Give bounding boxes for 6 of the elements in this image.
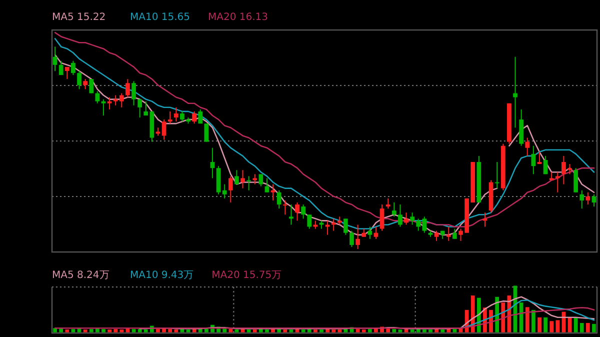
text: MA10 9.43万 (130, 270, 194, 281)
text: MA20 16.13 (208, 12, 268, 23)
text: MA5 8.24万 (52, 270, 110, 281)
text: MA5 15.22 (52, 12, 106, 23)
text: MA10 15.65 (130, 12, 190, 23)
text: MA20 15.75万 (212, 270, 282, 281)
